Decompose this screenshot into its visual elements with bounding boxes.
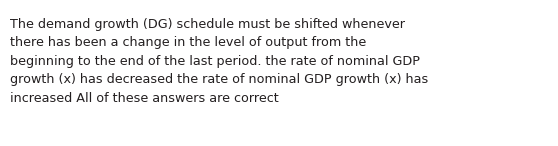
Text: The demand growth (DG) schedule must be shifted whenever
there has been a change: The demand growth (DG) schedule must be … [10, 18, 429, 105]
